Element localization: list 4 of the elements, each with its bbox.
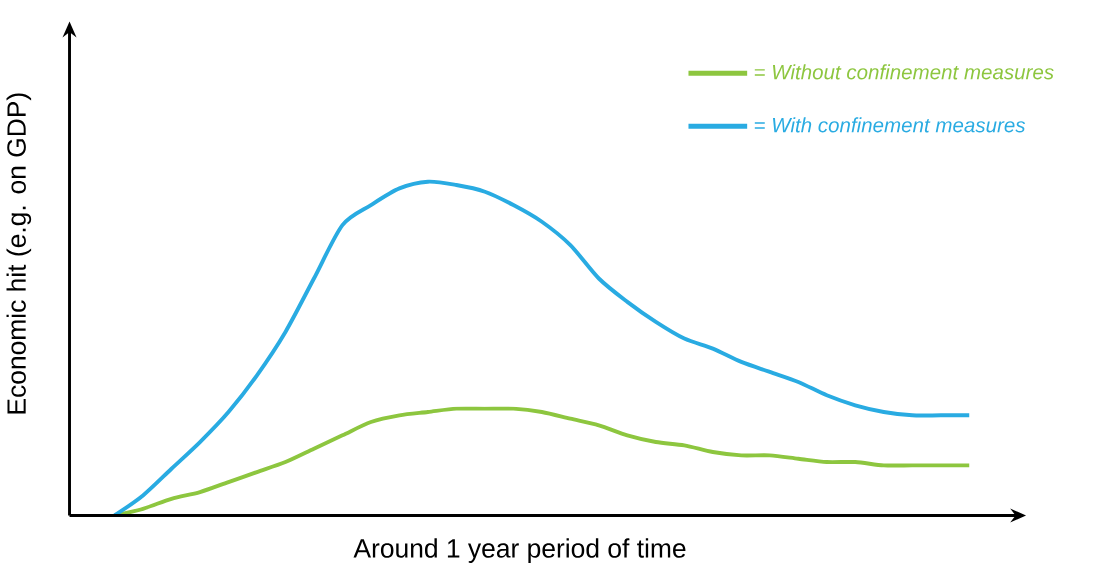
legend-label: = Without confinement measures — [754, 64, 1054, 80]
y-axis-title: Economic hit (e.g. on GDP) — [6, 93, 32, 414]
x-axis-title: Around 1 year period of time — [353, 538, 686, 563]
legend-label: = With confinement measures — [754, 117, 1026, 133]
